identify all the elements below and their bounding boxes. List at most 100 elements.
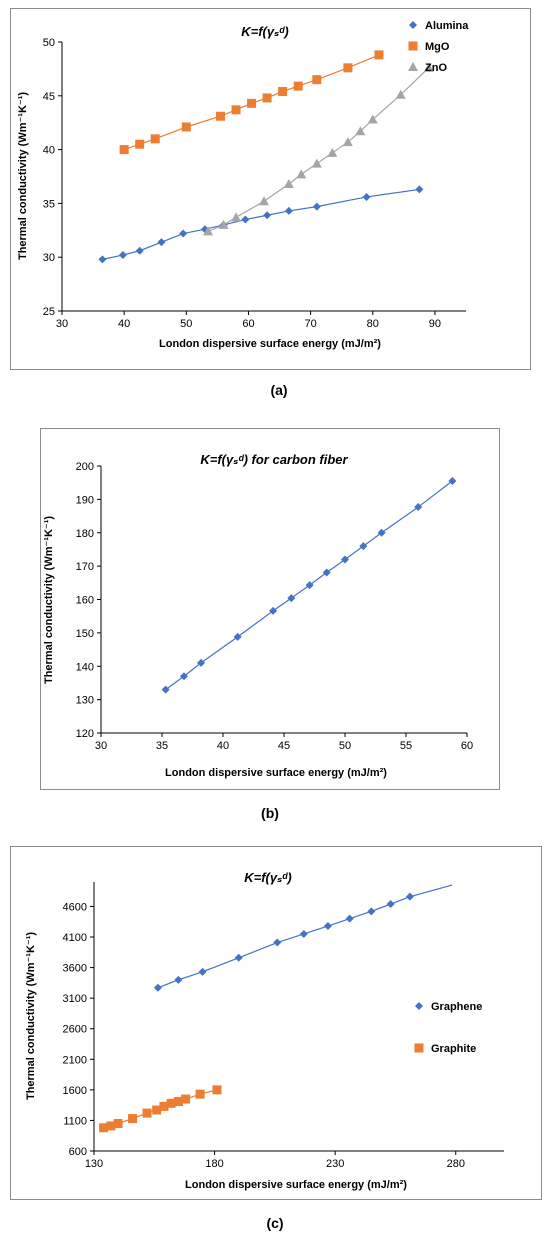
chart-b-x-tick-label: 55 [400, 740, 412, 752]
chart-a-zno-point [283, 179, 294, 189]
chart-c-x-axis-title: London dispersive surface energy (mJ/m²) [185, 1179, 407, 1191]
chart-a-mgo-point [312, 75, 322, 85]
chart-b-x-tick-label: 50 [339, 740, 351, 752]
chart-b-y-tick-label: 140 [76, 661, 94, 673]
chart-b-x-tick-label: 40 [217, 740, 229, 752]
chart-c-graphite-point [99, 1123, 109, 1133]
chart-b-y-tick-label: 150 [76, 628, 94, 640]
chart-c-legend-graphene-label: Graphene [431, 1001, 482, 1013]
chart-a-alumina-point [415, 185, 424, 194]
chart-b-series1-point [377, 528, 386, 537]
chart-c-graphene-line [157, 884, 453, 989]
chart-c-y-tick-label: 2600 [63, 1024, 87, 1036]
chart-c-y-tick-label: 4600 [63, 901, 87, 913]
chart-b-series1-point [341, 555, 349, 564]
chart-c-y-tick-label: 4100 [63, 932, 87, 944]
chart-c-graphene-point [174, 975, 183, 984]
chart-a-mgo-point [343, 63, 353, 73]
chart-b-series1-point [322, 568, 331, 577]
chart-c-graphene-point [367, 907, 376, 916]
chart-c-graphene-point [405, 892, 414, 901]
chart-a-x-axis-title: London dispersive surface energy (mJ/m²) [159, 338, 381, 350]
chart-a-mgo-point [247, 98, 257, 108]
chart-b-series1-point [161, 685, 170, 694]
chart-a-y-tick-label: 45 [43, 91, 55, 103]
chart-c-graphite-point [106, 1121, 116, 1131]
chart-a-alumina-point [263, 211, 272, 220]
chart-a-mgo-point [293, 81, 303, 91]
chart-c-legend-graphene-marker [415, 1002, 423, 1010]
chart-a-x-tick-label: 50 [180, 318, 192, 330]
chart-a-y-axis-title: Thermal conductivity (Wm⁻¹K⁻¹) [17, 92, 29, 260]
chart-b-x-axis-title: London dispersive surface energy (mJ/m²) [165, 767, 387, 779]
chart-panel-b [40, 428, 500, 790]
chart-b-y-tick-label: 160 [76, 595, 94, 607]
chart-a-y-tick-label: 40 [43, 145, 55, 157]
chart-a-y-tick-label: 25 [43, 306, 55, 318]
chart-c-x-tick-label: 230 [326, 1158, 344, 1170]
chart-a-x-tick-label: 60 [242, 318, 254, 330]
chart-b-y-tick-label: 130 [76, 695, 94, 707]
chart-b-series1-point [179, 672, 188, 681]
chart-c-graphene-point [345, 914, 354, 923]
chart-c-y-tick-label: 600 [69, 1146, 87, 1158]
chart-b-series1-point [269, 606, 278, 615]
chart-c-graphite-point [113, 1118, 123, 1128]
chart-c-graphite-point [212, 1085, 222, 1095]
chart-c-x-tick-label: 130 [85, 1158, 103, 1170]
chart-a-x-tick-label: 90 [429, 318, 441, 330]
chart-c-graphene-point [299, 929, 308, 938]
chart-b-x-tick-label: 30 [95, 740, 107, 752]
chart-a-legend-mgo-label: MgO [425, 41, 450, 53]
chart-a-mgo-point [181, 122, 191, 132]
chart-a-x-tick-label: 40 [118, 318, 130, 330]
chart-c-graphene-point [234, 953, 243, 962]
chart-b-x-tick-label: 35 [156, 740, 168, 752]
chart-a-alumina-point [284, 206, 293, 215]
chart-a-alumina-point [312, 202, 321, 211]
chart-a-zno-point [367, 114, 378, 124]
chart-c-x-tick-label: 180 [205, 1158, 223, 1170]
chart-c-y-tick-label: 3100 [63, 993, 87, 1005]
chart-panel-c [10, 846, 542, 1200]
chart-b-y-tick-label: 200 [76, 461, 94, 473]
chart-a-alumina-point [135, 246, 144, 255]
chart-c-graphite-point [166, 1098, 176, 1108]
chart-b-y-tick-label: 180 [76, 528, 94, 540]
chart-b-series1-point [197, 658, 206, 667]
chart-b-x-tick-label: 60 [461, 740, 473, 752]
chart-a-legend-mgo-marker [408, 41, 418, 51]
chart-c-graphene-point [273, 938, 282, 947]
chart-c-graphite-point [142, 1108, 152, 1118]
chart-c-graphite-point [173, 1096, 183, 1106]
chart-a-alumina-point [241, 215, 250, 224]
chart-c-graphite-point [159, 1101, 169, 1111]
chart-a-y-tick-label: 50 [43, 37, 55, 49]
chart-c-graphene-point [386, 900, 395, 909]
panel-label-a: (a) [270, 382, 288, 398]
chart-a-mgo-point [278, 86, 288, 96]
chart-b-x-tick-label: 45 [278, 740, 290, 752]
chart-a-mgo-point [374, 50, 384, 60]
chart-c-graphene-point [323, 922, 332, 931]
chart-b-y-tick-label: 170 [76, 561, 94, 573]
chart-c-y-tick-label: 2100 [63, 1054, 87, 1066]
chart-a-zno-point [311, 158, 322, 168]
chart-c-title: K=f(γₛᵈ) [244, 870, 292, 885]
chart-a-alumina-point [179, 229, 188, 238]
chart-b-series1-point [414, 503, 423, 512]
chart-c-graphene-point [153, 983, 162, 992]
chart-a-alumina-point [157, 238, 166, 247]
chart-b-series1-point [448, 477, 457, 486]
chart-c-graphite-point [181, 1094, 191, 1104]
chart-a-zno-point [327, 147, 338, 157]
chart-a-y-tick-label: 35 [43, 198, 55, 210]
chart-a-alumina-point [362, 192, 371, 201]
chart-a-x-tick-label: 80 [367, 318, 379, 330]
chart-c-legend-graphite-label: Graphite [431, 1043, 476, 1055]
chart-a-mgo-point [150, 134, 160, 144]
chart-c-graphene-point [198, 967, 207, 976]
chart-c-x-tick-label: 280 [447, 1158, 465, 1170]
chart-a-mgo-point [231, 105, 241, 115]
